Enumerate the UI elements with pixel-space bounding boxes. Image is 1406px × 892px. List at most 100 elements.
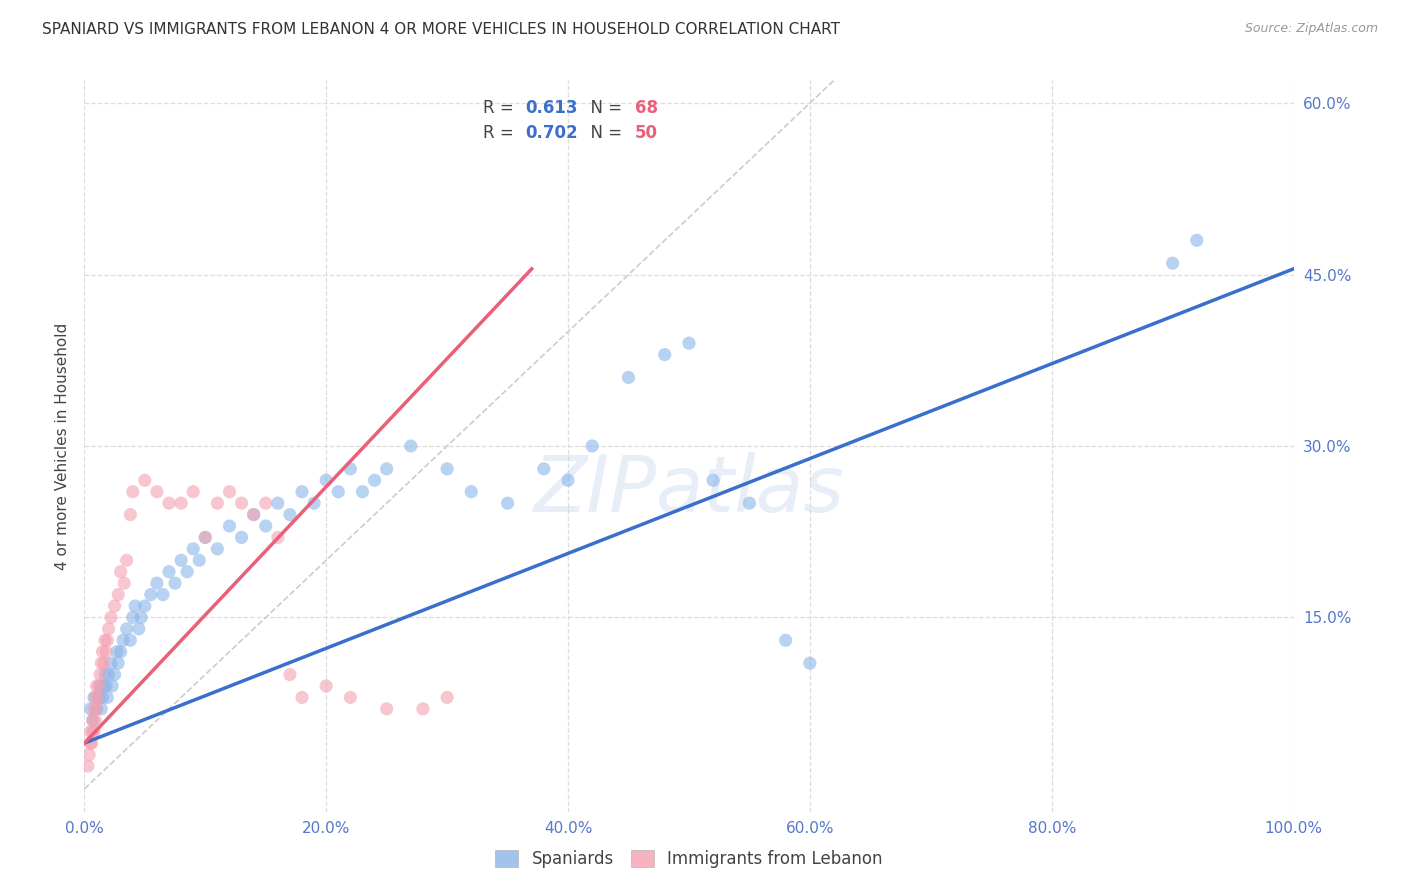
Point bbox=[94, 667, 117, 681]
Point bbox=[83, 702, 105, 716]
Point bbox=[170, 553, 193, 567]
Point bbox=[120, 508, 142, 522]
Point bbox=[254, 496, 277, 510]
Point bbox=[181, 541, 204, 556]
Point bbox=[86, 690, 108, 705]
Point bbox=[194, 530, 217, 544]
Point bbox=[112, 633, 135, 648]
Point bbox=[267, 496, 290, 510]
Point bbox=[738, 496, 761, 510]
Point bbox=[94, 633, 117, 648]
Point bbox=[157, 565, 180, 579]
Point bbox=[134, 473, 156, 487]
Point bbox=[254, 519, 277, 533]
Point bbox=[267, 530, 290, 544]
Point bbox=[121, 484, 143, 499]
Text: 50: 50 bbox=[634, 124, 658, 142]
Point bbox=[436, 462, 458, 476]
Point bbox=[412, 702, 434, 716]
Point bbox=[278, 667, 301, 681]
Text: SPANIARD VS IMMIGRANTS FROM LEBANON 4 OR MORE VEHICLES IN HOUSEHOLD CORRELATION : SPANIARD VS IMMIGRANTS FROM LEBANON 4 OR… bbox=[42, 22, 841, 37]
Point bbox=[146, 576, 169, 591]
Point bbox=[91, 690, 114, 705]
Point bbox=[93, 656, 115, 670]
Point bbox=[84, 690, 107, 705]
Point bbox=[86, 679, 108, 693]
Text: Source: ZipAtlas.com: Source: ZipAtlas.com bbox=[1244, 22, 1378, 36]
Point bbox=[94, 645, 117, 659]
Point bbox=[242, 508, 264, 522]
Point bbox=[83, 724, 105, 739]
Y-axis label: 4 or more Vehicles in Household: 4 or more Vehicles in Household bbox=[55, 322, 70, 570]
Point bbox=[82, 724, 104, 739]
Point bbox=[107, 588, 129, 602]
Point bbox=[89, 679, 111, 693]
Point bbox=[291, 484, 314, 499]
Point bbox=[207, 496, 229, 510]
Text: R =: R = bbox=[484, 124, 519, 142]
Point bbox=[207, 541, 229, 556]
Point bbox=[84, 714, 107, 728]
Point bbox=[93, 679, 115, 693]
Point bbox=[87, 690, 110, 705]
Point bbox=[231, 530, 253, 544]
Text: 0.702: 0.702 bbox=[526, 124, 578, 142]
Point bbox=[181, 484, 204, 499]
Point bbox=[87, 679, 110, 693]
Point bbox=[165, 576, 187, 591]
Text: N =: N = bbox=[581, 99, 627, 117]
Point bbox=[115, 622, 138, 636]
Point bbox=[83, 690, 105, 705]
Point bbox=[654, 347, 676, 362]
Point bbox=[315, 679, 337, 693]
Point bbox=[80, 736, 103, 750]
Point bbox=[176, 565, 198, 579]
Point bbox=[112, 576, 135, 591]
Point bbox=[110, 565, 132, 579]
Point bbox=[91, 645, 114, 659]
Point bbox=[231, 496, 253, 510]
Point bbox=[104, 667, 127, 681]
Point bbox=[291, 690, 314, 705]
Point bbox=[1161, 256, 1184, 270]
Text: 0.613: 0.613 bbox=[526, 99, 578, 117]
Point bbox=[96, 633, 118, 648]
Point bbox=[557, 473, 579, 487]
Point bbox=[799, 656, 821, 670]
Point bbox=[188, 553, 211, 567]
Point bbox=[460, 484, 482, 499]
Point bbox=[617, 370, 640, 384]
Point bbox=[775, 633, 797, 648]
Point bbox=[79, 724, 101, 739]
Point bbox=[1185, 233, 1208, 247]
Point bbox=[110, 645, 132, 659]
Point bbox=[218, 484, 240, 499]
Point bbox=[90, 656, 112, 670]
Point bbox=[194, 530, 217, 544]
Point bbox=[352, 484, 374, 499]
Point bbox=[436, 690, 458, 705]
Point bbox=[128, 622, 150, 636]
Point bbox=[77, 759, 100, 773]
Point bbox=[89, 667, 111, 681]
Point bbox=[146, 484, 169, 499]
Point bbox=[82, 714, 104, 728]
Point bbox=[124, 599, 146, 613]
Point bbox=[315, 473, 337, 487]
Legend: Spaniards, Immigrants from Lebanon: Spaniards, Immigrants from Lebanon bbox=[486, 842, 891, 877]
Point bbox=[134, 599, 156, 613]
Point bbox=[96, 690, 118, 705]
Point bbox=[94, 679, 117, 693]
Point bbox=[496, 496, 519, 510]
Point bbox=[278, 508, 301, 522]
Text: N =: N = bbox=[581, 124, 627, 142]
Point bbox=[339, 690, 361, 705]
Point bbox=[157, 496, 180, 510]
Text: R =: R = bbox=[484, 99, 519, 117]
Point bbox=[115, 553, 138, 567]
Point bbox=[152, 588, 174, 602]
Point bbox=[77, 747, 100, 762]
Point bbox=[139, 588, 162, 602]
Point bbox=[82, 714, 104, 728]
Point bbox=[678, 336, 700, 351]
